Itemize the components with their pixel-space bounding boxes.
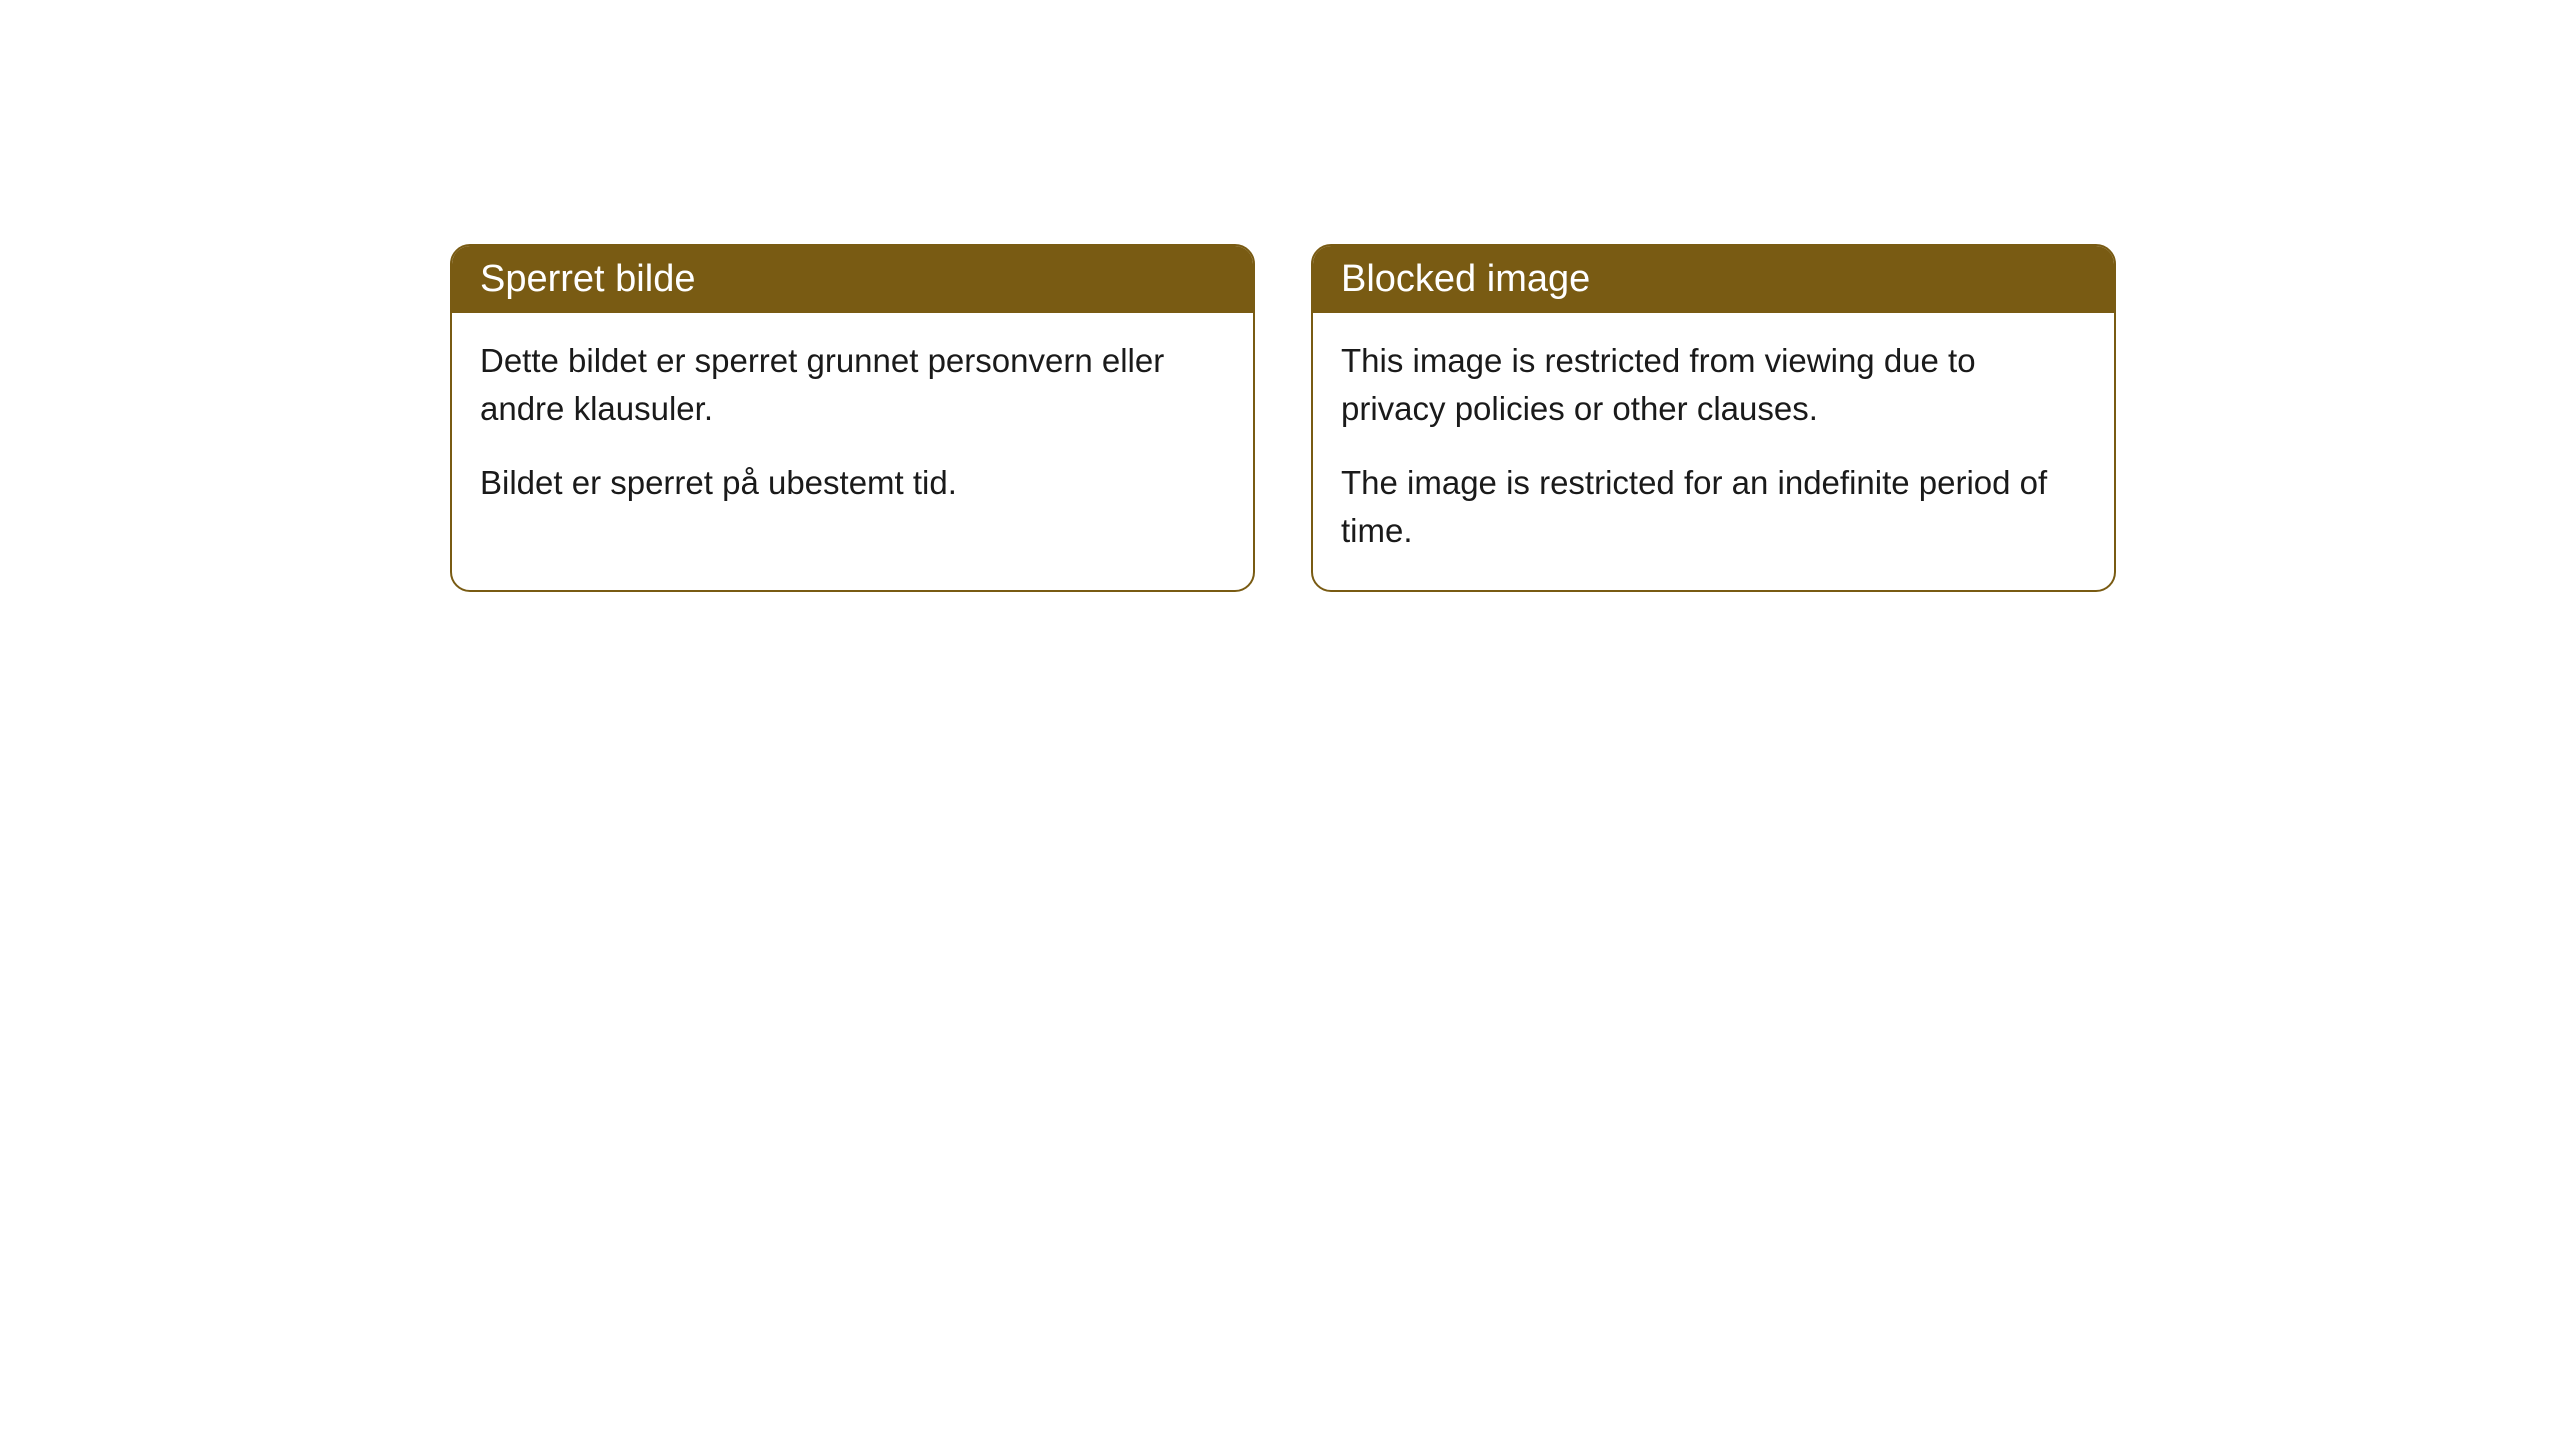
card-paragraph: Dette bildet er sperret grunnet personve…: [480, 337, 1225, 433]
card-body-english: This image is restricted from viewing du…: [1313, 313, 2114, 590]
card-title: Blocked image: [1341, 258, 1590, 300]
card-paragraph: This image is restricted from viewing du…: [1341, 337, 2086, 433]
notice-card-english: Blocked image This image is restricted f…: [1311, 244, 2116, 592]
card-header-norwegian: Sperret bilde: [452, 246, 1253, 313]
notice-cards-container: Sperret bilde Dette bildet er sperret gr…: [450, 244, 2116, 592]
card-title: Sperret bilde: [480, 258, 695, 300]
card-paragraph: The image is restricted for an indefinit…: [1341, 459, 2086, 555]
notice-card-norwegian: Sperret bilde Dette bildet er sperret gr…: [450, 244, 1255, 592]
card-paragraph: Bildet er sperret på ubestemt tid.: [480, 459, 1225, 507]
card-header-english: Blocked image: [1313, 246, 2114, 313]
card-body-norwegian: Dette bildet er sperret grunnet personve…: [452, 313, 1253, 543]
